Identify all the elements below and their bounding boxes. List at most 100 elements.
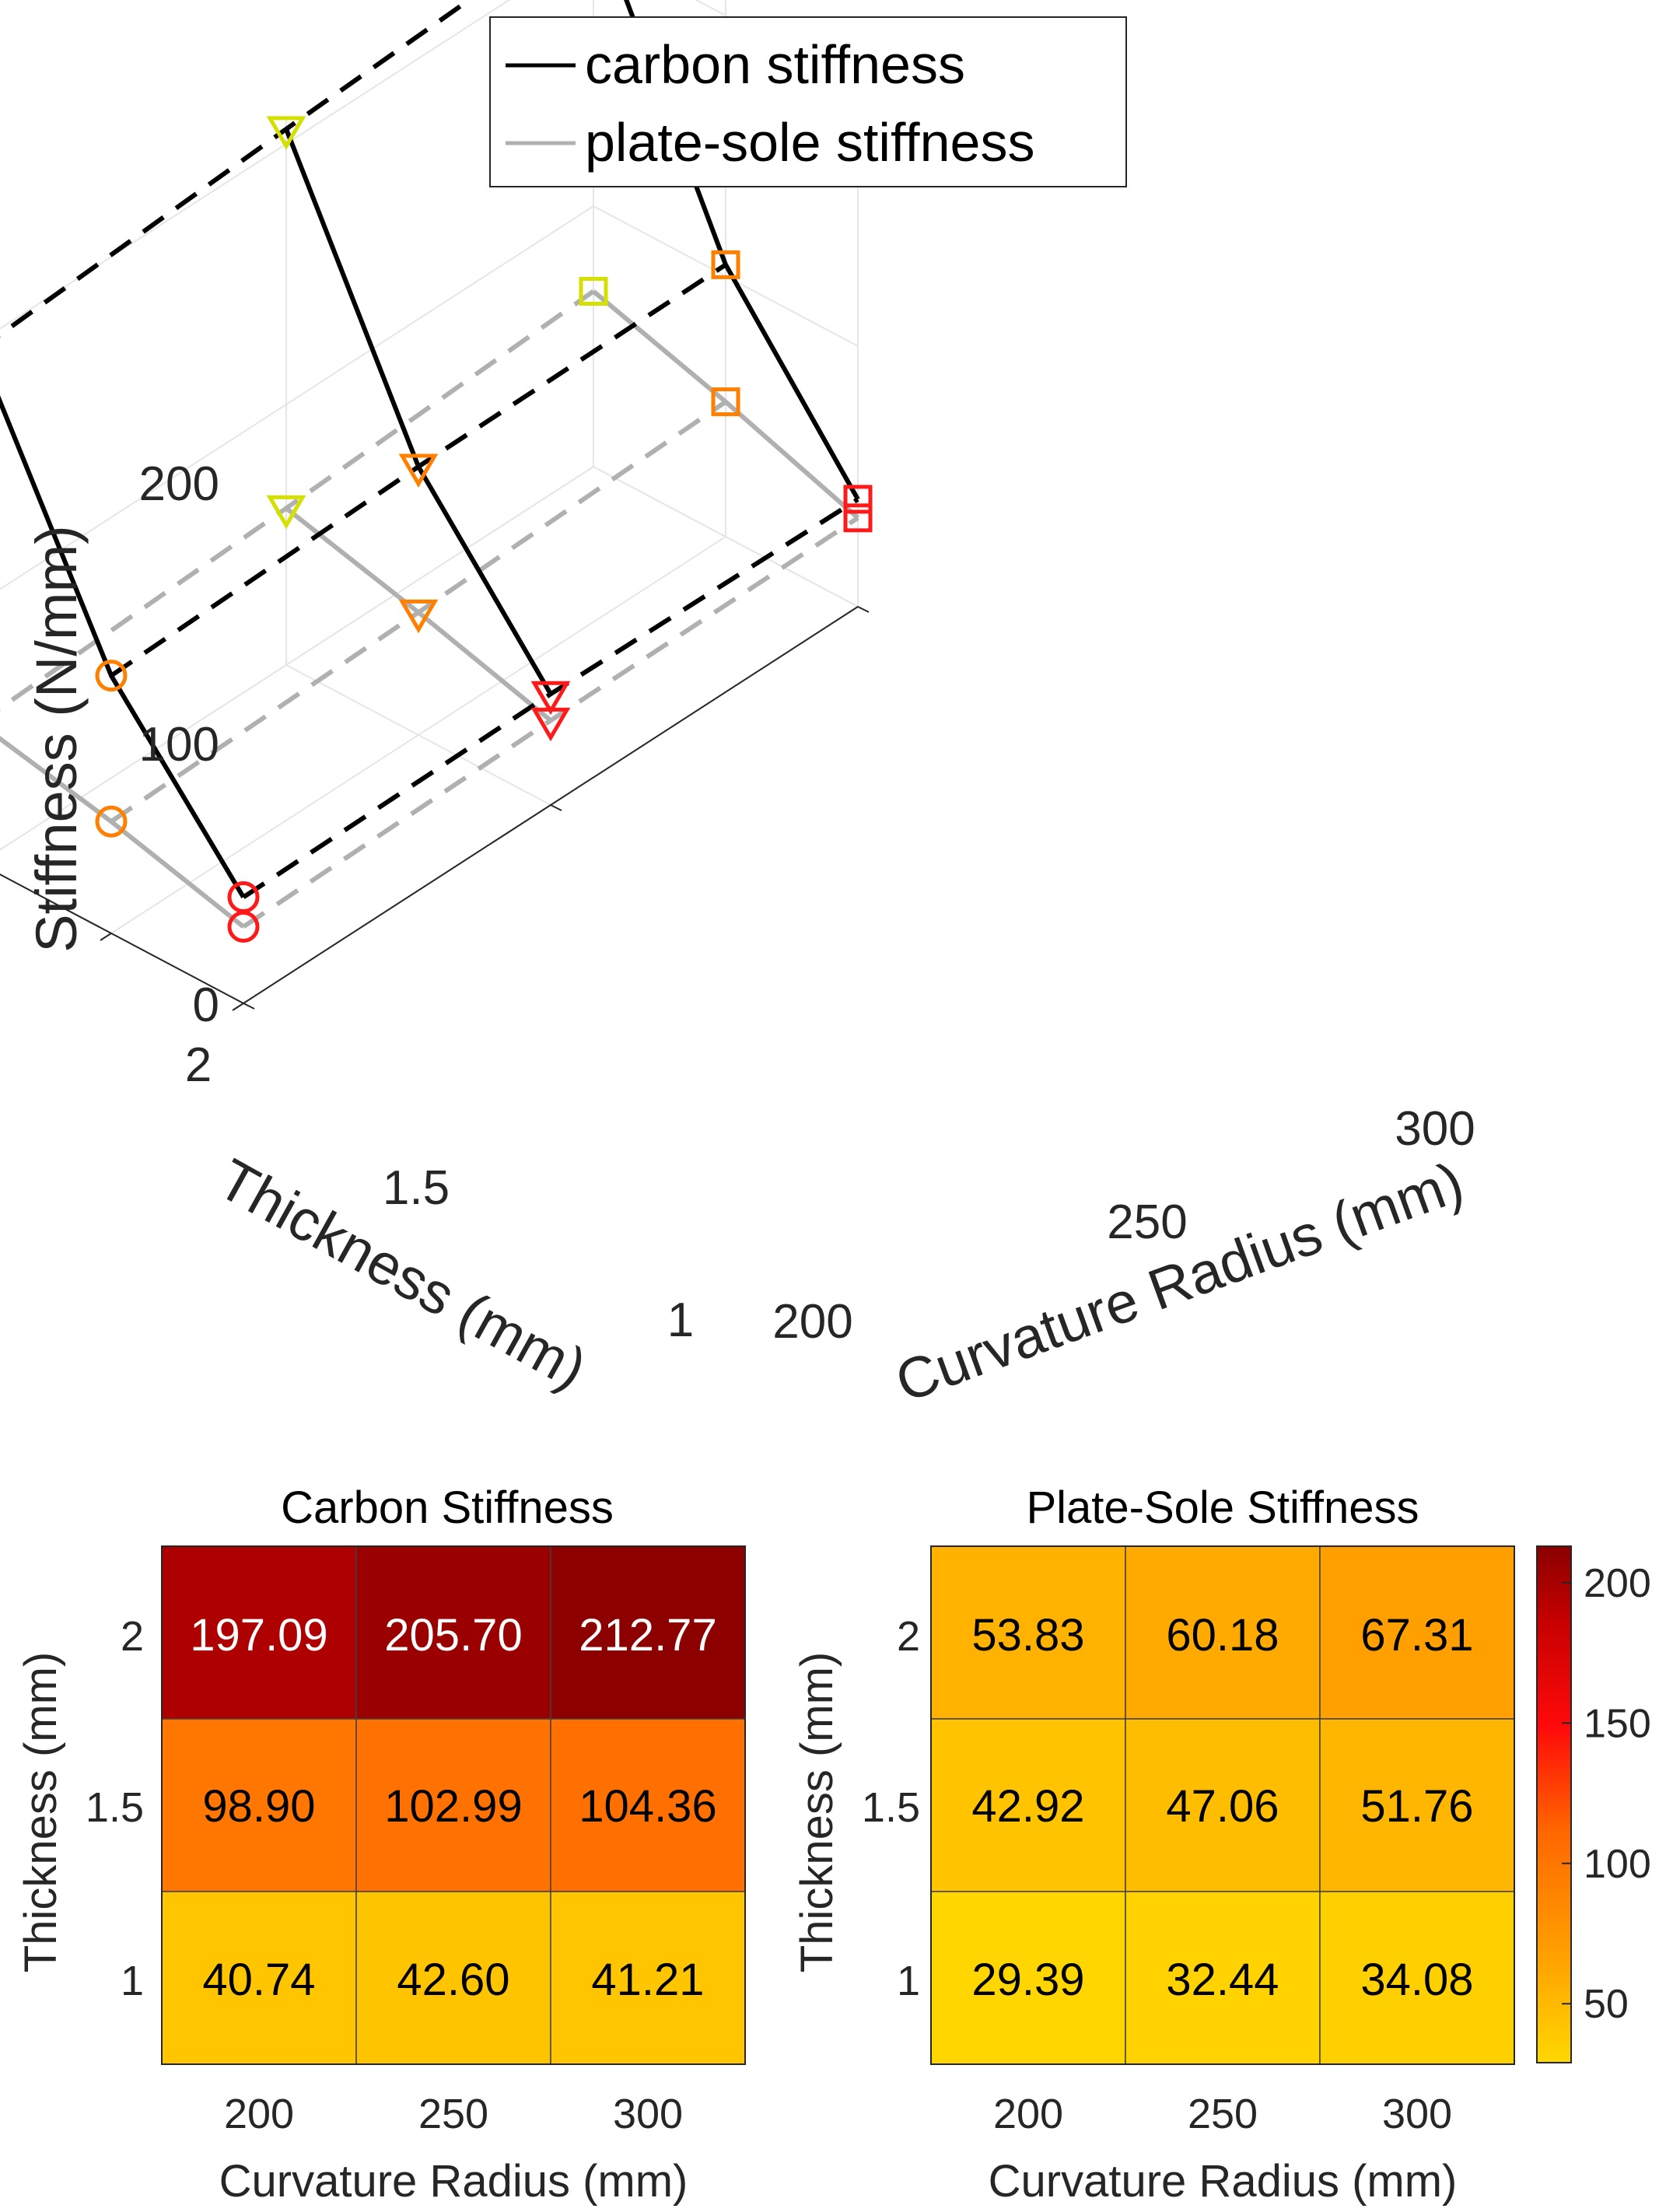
radius-tick-label: 200 xyxy=(772,1295,852,1349)
heatmap-title: Carbon Stiffness xyxy=(281,1482,614,1533)
y-tick-label: 1 xyxy=(897,1958,920,2004)
heatmap-cell xyxy=(1319,1891,1515,2065)
y-tick-label: 2 xyxy=(897,1613,920,1660)
heatmap-cell xyxy=(1319,1545,1515,1720)
heatmap-cell xyxy=(161,1545,357,1720)
x-tick-label: 300 xyxy=(1382,2091,1452,2137)
cell-label: 197.09 xyxy=(190,1610,327,1661)
thickness-tick-mark xyxy=(232,1003,244,1011)
cell-label: 212.77 xyxy=(579,1610,716,1661)
legend: carbon stiffness plate-sole stiffness xyxy=(489,16,1127,187)
y-tick-label: 1 xyxy=(121,1958,144,2004)
colorbar-tick-labels: 50 100 150 200 xyxy=(1584,1561,1651,2027)
cell-label: 60.18 xyxy=(1166,1610,1279,1661)
series-lines-3d xyxy=(0,0,860,929)
legend-label-plate-sole: plate-sole stiffness xyxy=(585,112,1034,173)
cell-label: 40.74 xyxy=(202,1955,315,2005)
radius-tick-mark xyxy=(550,804,562,811)
plate-sole-dashed-line-thickness-1.5 xyxy=(110,400,727,824)
heatmap-cell xyxy=(355,1891,551,2065)
cell-label: 205.70 xyxy=(384,1610,522,1661)
radius-tick-mark xyxy=(857,606,870,613)
colorbar-tick-label: 200 xyxy=(1584,1561,1651,1606)
heatmap-cell xyxy=(550,1891,746,2065)
heatmap-cell xyxy=(550,1718,746,1892)
radius-tick-labels: 200 250 300 xyxy=(772,1102,1475,1349)
plate-sole-marker xyxy=(843,503,873,533)
cell-label: 104.36 xyxy=(579,1781,716,1832)
radius-axis-label: Curvature Radius (mm) xyxy=(887,1150,1472,1415)
heatmap-cell xyxy=(550,1545,746,1720)
heatmap-cell-labels: 53.83 60.18 67.31 42.92 47.06 51.76 29.3… xyxy=(971,1610,1473,2005)
carbon-stiffness-heatmap: Carbon Stiffness 197.09 205.70 212.77 98… xyxy=(16,1482,746,2207)
floor-grid-line xyxy=(110,536,726,934)
x-tick-label: 250 xyxy=(1188,2091,1258,2137)
heatmap-y-ticks: 2 1.5 1 xyxy=(86,1613,144,2004)
legend-label-carbon: carbon stiffness xyxy=(585,34,965,95)
heatmap-border xyxy=(930,1545,1515,2065)
plate-sole-marker xyxy=(579,277,608,306)
colorbar-tick-label: 150 xyxy=(1584,1701,1651,1746)
heatmap-cell xyxy=(930,1891,1126,2065)
carbon-dashed-line-thickness-1 xyxy=(242,497,859,900)
x-tick-label: 250 xyxy=(418,2091,488,2137)
plate-sole-stiffness-heatmap: Plate-Sole Stiffness 53.83 60.18 67.31 4… xyxy=(792,1482,1651,2207)
x-axis-label: Curvature Radius (mm) xyxy=(989,2156,1458,2207)
plate-sole-marker xyxy=(711,387,740,417)
plate-sole-marker xyxy=(398,599,439,634)
cell-label: 51.76 xyxy=(1360,1781,1473,1832)
heatmap-cells xyxy=(930,1545,1515,2065)
colorbar: 50 100 150 200 xyxy=(1536,1545,1651,2063)
cell-label: 98.90 xyxy=(202,1781,315,1832)
cell-label: 47.06 xyxy=(1166,1781,1279,1832)
y-axis-label: Thickness (mm) xyxy=(792,1652,842,1972)
heatmap-cell xyxy=(1125,1891,1321,2065)
colorbar-gradient xyxy=(1536,1545,1572,2063)
legend-box xyxy=(489,16,1127,187)
cell-label: 29.39 xyxy=(971,1955,1084,2005)
z-tick-labels: 0 100 200 xyxy=(139,457,219,1032)
heatmap-title: Plate-Sole Stiffness xyxy=(1026,1482,1419,1533)
heatmap-cell xyxy=(355,1718,551,1892)
plate-sole-marker xyxy=(530,707,571,742)
heatmap-cell xyxy=(1125,1545,1321,1720)
cell-label: 42.92 xyxy=(971,1781,1084,1832)
carbon-marker xyxy=(843,485,873,514)
carbon-marker xyxy=(530,681,571,716)
cell-label: 67.31 xyxy=(1360,1610,1473,1661)
carbon-line-radius-250 xyxy=(284,128,553,695)
y-tick-label: 1.5 xyxy=(86,1784,144,1831)
colorbar-tick-label: 50 xyxy=(1584,1982,1629,2027)
carbon-marker xyxy=(398,453,439,488)
heatmap-cell xyxy=(1125,1718,1321,1892)
radius-tick-mark xyxy=(243,1003,255,1010)
cell-label: 41.21 xyxy=(591,1955,704,2005)
heatmap-x-ticks: 200 250 300 xyxy=(993,2091,1452,2137)
thickness-tick-label: 2 xyxy=(185,1038,212,1092)
y-tick-label: 1.5 xyxy=(862,1784,920,1831)
plate-sole-marker xyxy=(266,495,306,530)
thickness-tick-labels: 2 1.5 1 xyxy=(185,1038,694,1347)
heatmap-cell-labels: 197.09 205.70 212.77 98.90 102.99 104.36… xyxy=(190,1610,716,2005)
cell-label: 42.60 xyxy=(397,1955,509,2005)
axes-3d xyxy=(0,606,870,1011)
cell-label: 53.83 xyxy=(971,1610,1084,1661)
thickness-tick-label: 1.5 xyxy=(383,1161,450,1215)
carbon-dashed-line-thickness-2 xyxy=(0,0,474,338)
x-axis-label: Curvature Radius (mm) xyxy=(219,2156,688,2207)
heatmap-y-ticks: 2 1.5 1 xyxy=(862,1613,920,2004)
y-axis-label: Thickness (mm) xyxy=(16,1652,66,1972)
x-tick-label: 300 xyxy=(613,2091,683,2137)
radius-tick-label: 250 xyxy=(1107,1195,1187,1249)
z-tick-label: 0 xyxy=(193,978,219,1032)
heatmap-cells xyxy=(161,1545,746,2065)
heatmap-cell xyxy=(161,1891,357,2065)
radius-tick-label: 300 xyxy=(1395,1102,1475,1156)
carbon-dashed-line-thickness-1.5 xyxy=(110,262,727,678)
cell-label: 34.08 xyxy=(1360,1955,1473,2005)
z-axis-label: Stiffness (N/mm) xyxy=(24,525,89,953)
plate-sole-dashed-line-thickness-2 xyxy=(0,289,595,712)
plate-sole-marker xyxy=(227,911,260,943)
wall-grid-line xyxy=(0,465,859,851)
